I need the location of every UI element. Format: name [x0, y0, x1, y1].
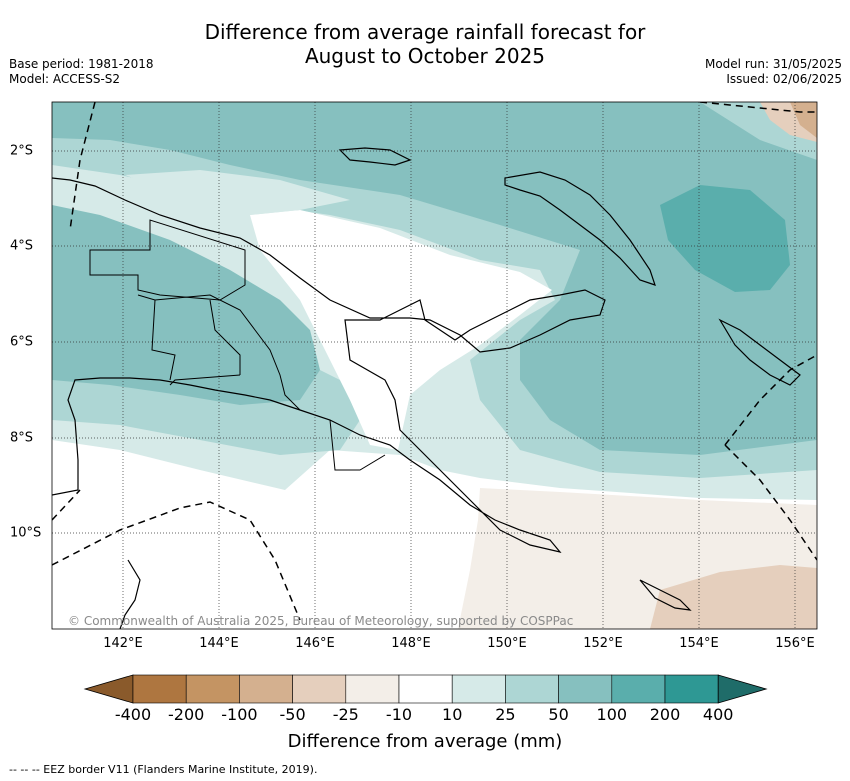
- chart-title: Difference from average rainfall forecas…: [0, 20, 850, 68]
- contour-neutral-corridor: [250, 210, 552, 450]
- coastlines: [52, 147, 801, 629]
- colorbar-tick-label: -25: [332, 705, 359, 724]
- x-tick-label: 154°E: [679, 636, 719, 651]
- colorbar-tick-label: -50: [279, 705, 306, 724]
- colorbar-swatch: [345, 674, 400, 704]
- x-tick-label: 156°E: [775, 636, 815, 651]
- graticule: [52, 102, 817, 629]
- colorbar-tick-label: -200: [168, 705, 205, 724]
- colorbar-swatch: [292, 674, 347, 704]
- colorbar-tick-label: 400: [702, 705, 734, 724]
- title-line-2: August to October 2025: [304, 44, 546, 68]
- solomons-coast: [639, 579, 692, 611]
- y-tick-label: 2°S: [10, 143, 34, 159]
- copyright-text: © Commonwealth of Australia 2025, Bureau…: [68, 614, 574, 628]
- colorbar-tick-label: -10: [385, 705, 413, 724]
- x-tick-label: 148°E: [391, 636, 431, 651]
- colorbar-swatch: [505, 674, 559, 704]
- colorbar-tick-label: 25: [495, 705, 516, 724]
- colorbar-tick-label: 10: [442, 705, 463, 724]
- province-borders: [89, 219, 386, 471]
- colorbar-swatch: [185, 674, 240, 704]
- x-tick-label: 142°E: [103, 636, 143, 651]
- colorbar-swatch: [132, 674, 187, 704]
- y-tick-label: 6°S: [10, 334, 34, 350]
- meta-left: Base period: 1981-2018 Model: ACCESS-S2: [9, 57, 154, 87]
- colorbar-swatch: [451, 674, 506, 704]
- eez-borders: [52, 102, 817, 621]
- map-frame: [51, 101, 818, 630]
- x-tick-label: 150°E: [487, 636, 527, 651]
- y-tick-label: 4°S: [10, 238, 34, 254]
- colorbar-tick-label: -400: [114, 705, 152, 724]
- y-tick-label: 8°S: [10, 430, 34, 446]
- meta-right: Model run: 31/05/2025 Issued: 02/06/2025: [705, 57, 842, 87]
- map-layers: [52, 102, 817, 629]
- base-period: Base period: 1981-2018: [9, 57, 154, 71]
- issued-date: Issued: 02/06/2025: [726, 72, 842, 86]
- colorbar-extend-low: [83, 674, 134, 704]
- model-name: Model: ACCESS-S2: [9, 72, 121, 86]
- colorbar-swatch: [611, 674, 666, 704]
- torres-coast: [119, 559, 141, 629]
- eez-legend: -- -- -- EEZ border V11 (Flanders Marine…: [9, 763, 318, 776]
- contour-dry-25-50: [650, 565, 817, 629]
- new-britain-coast: [504, 171, 656, 286]
- x-tick-label: 146°E: [295, 636, 335, 651]
- colorbar-title: Difference from average (mm): [287, 731, 563, 752]
- colorbar-tick-label: 100: [596, 705, 628, 724]
- colorbar-swatch: [398, 674, 453, 704]
- colorbar-tick-label: 50: [548, 705, 569, 724]
- new-ireland-coast: [338, 147, 412, 166]
- colorbar-extend-high: [717, 674, 768, 704]
- model-run: Model run: 31/05/2025: [704, 57, 842, 71]
- bougainville-coast: [718, 318, 801, 386]
- contour-100-200-west: [52, 205, 320, 405]
- colorbar-swatch: [664, 674, 719, 704]
- x-tick-label: 152°E: [583, 636, 623, 651]
- contour-200-400-core: [660, 185, 790, 292]
- contour-neutral-corridor-2: [125, 170, 350, 215]
- colorbar-swatch: [558, 674, 613, 704]
- contour-100-200-north: [52, 102, 817, 455]
- title-line-1: Difference from average rainfall forecas…: [204, 20, 646, 44]
- new-guinea-coast: [52, 177, 606, 553]
- colorbar-tick-label: -100: [221, 705, 258, 724]
- colorbar-tick-label: 200: [649, 705, 681, 724]
- x-tick-label: 144°E: [199, 636, 239, 651]
- y-tick-label: 10°S: [10, 525, 42, 541]
- colorbar-swatch: [239, 674, 293, 704]
